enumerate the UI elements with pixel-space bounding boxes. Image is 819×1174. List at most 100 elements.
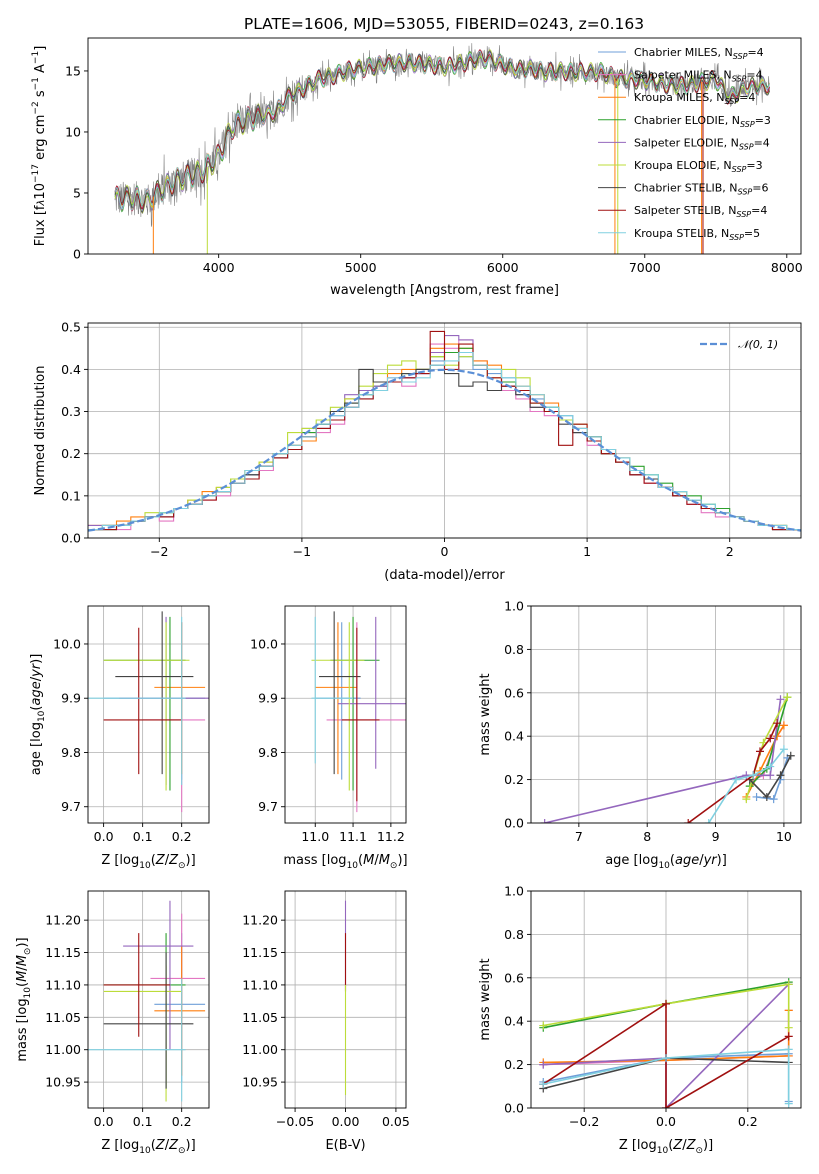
y-tick-label: 5 <box>73 185 81 200</box>
weight-marker-8-2 <box>749 771 758 780</box>
y-tick-label: 0.4 <box>504 729 524 744</box>
axes-frame <box>530 605 802 824</box>
x-tick-label: 10 <box>776 829 792 844</box>
x-axis-label: age [log10(age/yr)] <box>605 853 727 871</box>
model-line-6 <box>114 50 770 214</box>
x-tick-label: 9 <box>712 829 720 844</box>
plot-area <box>88 611 209 813</box>
y-tick-label: 11.00 <box>45 1042 81 1057</box>
x-tick-label: 4000 <box>203 260 235 275</box>
weight-line-6 <box>749 755 792 799</box>
y-tick-label: 9.9 <box>61 691 81 706</box>
x-tick-label: 0.2 <box>738 1114 758 1129</box>
x-axis-label: Z [log10(Z/Z⊙)] <box>101 1138 195 1156</box>
weight-marker-8-4 <box>779 745 788 754</box>
weight-marker-7-3 <box>766 734 775 743</box>
weight-marker-4-0 <box>539 1060 548 1069</box>
y-axis-label: mass weight <box>478 673 493 755</box>
x-tick-label: 0.1 <box>133 1114 153 1129</box>
x-axis-label: (data-model)/error <box>384 568 505 583</box>
weight-marker-8-3 <box>784 1099 793 1108</box>
legend-entry-4: Salpeter ELODIE, NSSP=4 <box>634 136 770 151</box>
weight-marker-6-1 <box>762 792 771 801</box>
gaussian-curve <box>88 368 801 532</box>
y-tick-label: 0.4 <box>504 1014 524 1029</box>
weight-marker-4-0 <box>540 819 549 823</box>
x-axis-label: Z [log10(Z/Z⊙)] <box>101 853 195 871</box>
x-axis-label: Z [log10(Z/Z⊙)] <box>619 1138 713 1156</box>
weight-marker-5-3 <box>784 1023 793 1032</box>
x-tick-label: −0.05 <box>276 1114 314 1129</box>
x-tick-label: 0 <box>441 544 449 559</box>
age-vs-Z-axes: 0.0 0.1 0.2 9.7 9.8 9.9 10.0 Z [log10(Z/Z⊙)] age… <box>29 605 210 871</box>
weight-marker-0-1 <box>769 795 778 804</box>
x-tick-label: 11.2 <box>377 829 405 844</box>
x-tick-label: 0.0 <box>94 829 114 844</box>
weight-marker-5-0 <box>539 1021 548 1030</box>
plot-area <box>114 43 770 254</box>
y-tick-label: 9.7 <box>258 799 278 814</box>
plot-area <box>88 330 801 532</box>
y-tick-label: 10.0 <box>53 636 81 651</box>
y-tick-label: 0.0 <box>504 1101 524 1116</box>
y-tick-label: 11.15 <box>45 945 81 960</box>
weight-marker-8-1 <box>732 775 741 784</box>
legend-entry-7: Salpeter STELIB, NSSP=4 <box>634 204 767 219</box>
mass-vs-ebv-axes: −0.05 0.00 0.05 10.95 11.00 11.05 11.10 11.15 11… <box>242 890 410 1153</box>
y-tick-label: 10.95 <box>242 1075 278 1090</box>
weight-marker-5-2 <box>784 980 793 989</box>
plot-area <box>88 900 206 1102</box>
weight-marker-7-0 <box>684 819 693 823</box>
x-tick-label: 0.2 <box>172 829 192 844</box>
x-axis-label: mass [log10(M/M⊙)] <box>283 853 407 871</box>
x-tick-label: −1 <box>293 544 311 559</box>
legend-entry-gaussian: 𝒩(0, 1) <box>738 338 778 351</box>
y-tick-label: 1.0 <box>504 884 524 899</box>
x-tick-label: 5000 <box>345 260 377 275</box>
axes-frame <box>284 605 407 824</box>
y-tick-label: 0.1 <box>61 488 81 503</box>
x-tick-label: −2 <box>150 544 168 559</box>
x-tick-label: 11.1 <box>339 829 367 844</box>
y-tick-label: 1.0 <box>504 599 524 614</box>
x-axis-label: wavelength [Angstrom, rest frame] <box>330 283 559 298</box>
weight-vs-age-axes: 7 8 9 10 0.0 0.2 0.4 0.6 0.8 1.0 age [log10(age/yr… <box>478 599 802 871</box>
weight-marker-4-1 <box>742 771 751 780</box>
y-axis-label: mass [log10(M/M⊙)] <box>15 937 33 1061</box>
y-tick-label: 0.0 <box>504 816 524 831</box>
y-tick-label: 11.20 <box>45 913 81 928</box>
y-tick-label: 0.2 <box>504 772 524 787</box>
x-tick-label: 0.1 <box>133 829 153 844</box>
plot-area <box>311 611 406 813</box>
weight-marker-0-0 <box>752 792 761 801</box>
y-tick-label: 0.8 <box>504 927 524 942</box>
plot-area <box>539 978 793 1108</box>
y-tick-label: 9.9 <box>258 691 278 706</box>
y-tick-label: 0.2 <box>504 1057 524 1072</box>
y-axis-label: age [log10(age/yr)] <box>29 654 47 776</box>
x-tick-label: 8 <box>643 829 651 844</box>
weight-marker-8-1 <box>662 1054 670 1063</box>
x-tick-label: 11.0 <box>301 829 329 844</box>
residual-axes: −2 −1 0 1 2 0.0 0.1 0.2 0.3 0.4 0.5 (data-model)/er… <box>33 320 802 583</box>
x-axis-label: E(B-V) <box>325 1138 365 1153</box>
y-tick-label: 9.7 <box>61 799 81 814</box>
y-tick-label: 9.8 <box>61 745 81 760</box>
x-tick-label: 8000 <box>771 260 803 275</box>
weight-marker-8-0 <box>704 819 713 823</box>
legend-entry-5: Kroupa ELODIE, NSSP=3 <box>634 159 763 174</box>
y-axis-label: Flux [fλ10−17 erg cm−2 s−1 A−1] <box>31 46 48 247</box>
mass-vs-Z-axes: 0.0 0.1 0.2 10.95 11.00 11.05 11.10 11.15 11.20 Z… <box>15 890 210 1156</box>
y-tick-label: 11.10 <box>45 977 81 992</box>
histogram-series-8 <box>88 351 801 531</box>
weight-marker-8-2 <box>784 1045 793 1054</box>
y-tick-label: 0.2 <box>61 446 81 461</box>
x-tick-label: 0.2 <box>172 1114 192 1129</box>
x-tick-label: 0.0 <box>94 1114 114 1129</box>
spectrum-legend: Chabrier MILES, NSSP=4 Salpeter MILES, NS… <box>598 46 771 242</box>
x-tick-label: 2 <box>726 544 734 559</box>
weight-marker-7-4 <box>773 719 782 728</box>
x-tick-label: 7 <box>575 829 583 844</box>
weight-line-4 <box>544 699 782 823</box>
